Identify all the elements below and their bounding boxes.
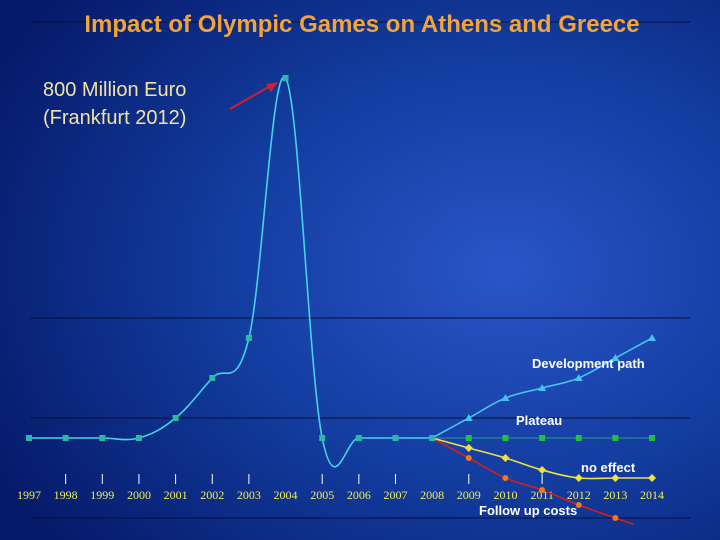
data-point-noeffect: [501, 454, 510, 462]
x-tick-label: 1998: [54, 488, 78, 502]
x-tick-label: 2012: [567, 488, 591, 502]
data-point-development: [538, 384, 547, 391]
data-point-plateau: [612, 435, 619, 441]
data-point-olympic: [282, 75, 289, 81]
x-tick-label: 2004: [274, 488, 298, 502]
data-point-olympic: [172, 415, 179, 421]
data-point-olympic: [135, 435, 142, 441]
annotation-arrowhead: [266, 82, 278, 92]
x-tick-label: 2009: [457, 488, 481, 502]
data-point-noeffect: [574, 474, 583, 482]
x-tick-label: 2001: [164, 488, 188, 502]
data-point-development: [574, 374, 583, 381]
data-point-plateau: [575, 435, 582, 441]
data-point-olympic: [209, 375, 216, 381]
data-point-olympic: [319, 435, 326, 441]
label-development-path: Development path: [532, 356, 645, 371]
annotation-line-2: (Frankfurt 2012): [43, 107, 186, 129]
annotation-arrow: [229, 84, 273, 110]
x-tick-label: 2007: [384, 488, 408, 502]
data-point-olympic: [62, 435, 69, 441]
data-point-followup: [575, 502, 582, 508]
data-point-olympic: [355, 435, 362, 441]
series-line-olympic: [28, 76, 433, 468]
x-tick-label: 2003: [237, 488, 261, 502]
label-plateau: Plateau: [516, 413, 562, 428]
x-tick-label: 2013: [603, 488, 627, 502]
data-point-development: [501, 394, 510, 401]
x-tick-label: 2000: [127, 488, 151, 502]
data-point-olympic: [245, 335, 252, 341]
data-point-olympic: [26, 435, 32, 441]
data-point-development: [611, 354, 620, 361]
data-point-olympic: [99, 435, 106, 441]
data-point-olympic: [392, 435, 399, 441]
x-tick-label: 2005: [310, 488, 334, 502]
data-point-noeffect: [648, 474, 657, 482]
x-tick-label: 2002: [200, 488, 224, 502]
x-tick-label: 2014: [640, 488, 664, 502]
label-follow-up-costs: Follow up costs: [479, 503, 577, 518]
data-point-followup: [612, 515, 619, 521]
data-point-noeffect: [538, 466, 547, 474]
data-point-noeffect: [464, 444, 473, 452]
data-point-noeffect: [611, 474, 620, 482]
data-point-followup: [502, 475, 509, 481]
annotation-line-1: 800 Million Euro: [43, 79, 186, 101]
data-point-development: [648, 334, 657, 341]
label-no-effect: no effect: [581, 460, 636, 475]
data-point-development: [464, 414, 473, 421]
data-point-plateau: [649, 435, 656, 441]
x-tick-label: 2006: [347, 488, 371, 502]
data-point-plateau: [465, 435, 472, 441]
data-point-followup: [465, 455, 472, 461]
data-point-plateau: [502, 435, 509, 441]
chart-title: Impact of Olympic Games on Athens and Gr…: [84, 11, 639, 38]
x-tick-label: 1997: [17, 488, 41, 502]
x-tick-label: 2008: [420, 488, 444, 502]
data-point-followup: [539, 487, 546, 493]
data-point-olympic: [429, 435, 436, 441]
x-tick-label: 2010: [493, 488, 517, 502]
data-point-plateau: [539, 435, 546, 441]
x-tick-label: 1999: [90, 488, 114, 502]
